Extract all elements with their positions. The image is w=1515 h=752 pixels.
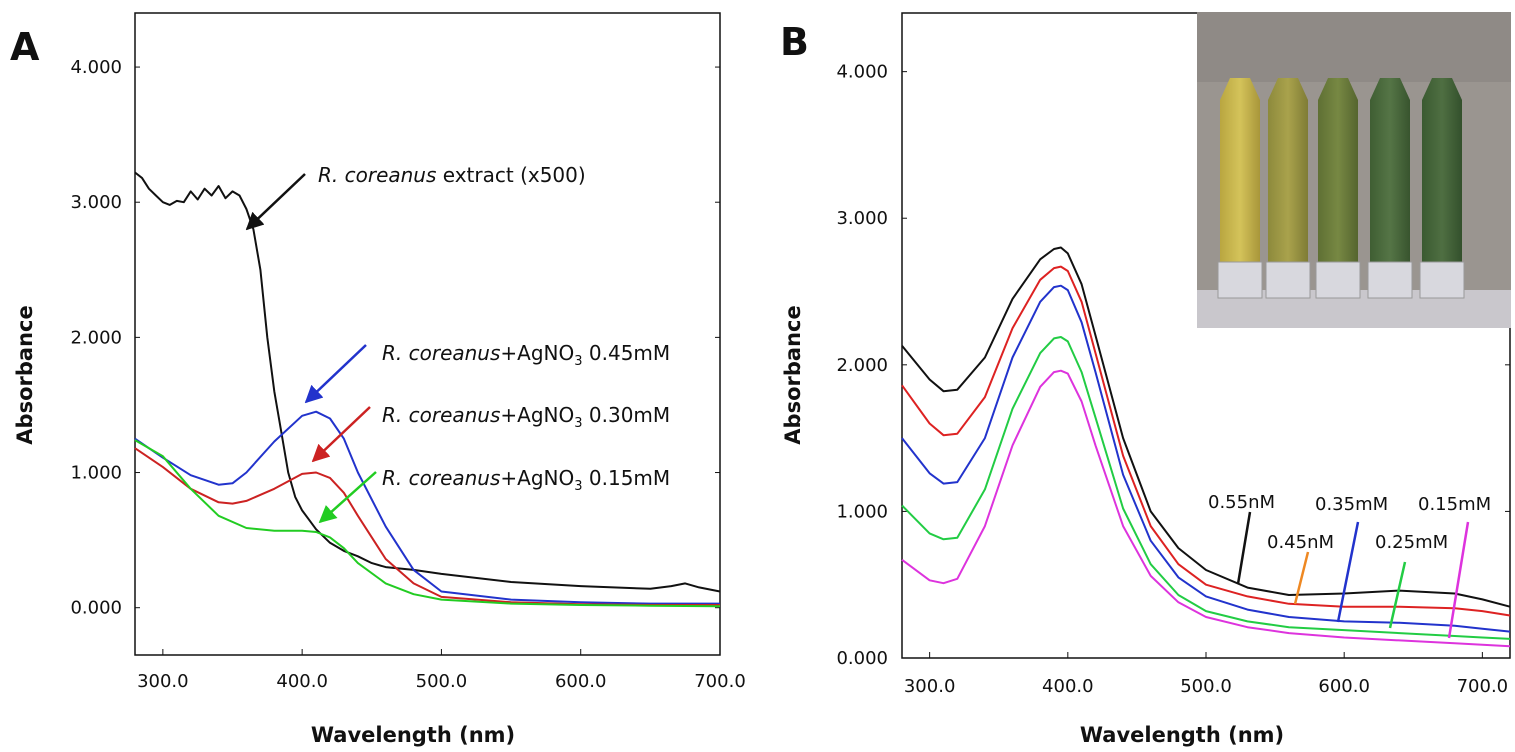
series-line-b-1 xyxy=(901,265,1511,617)
panel-a-letter: A xyxy=(10,25,40,69)
x-tick-label: 500.0 xyxy=(416,671,468,692)
panel-b-y-axis-title: Absorbance xyxy=(781,305,805,444)
legend-label-055: 0.55nM xyxy=(1208,492,1275,513)
y-tick-label: 2.000 xyxy=(836,355,888,376)
legend-label-035: 0.35mM xyxy=(1315,494,1388,515)
y-tick-label: 0.000 xyxy=(836,648,888,669)
y-tick-label: 2.000 xyxy=(70,327,122,348)
series-line-b-4 xyxy=(901,369,1511,648)
y-tick-label: 4.000 xyxy=(836,62,888,83)
ag045-label: R. coreanus+AgNO3 0.45mM xyxy=(382,341,670,369)
legend-line-045 xyxy=(1293,551,1310,605)
legend-label-025: 0.25mM xyxy=(1375,532,1448,553)
series-line-a-0 xyxy=(134,171,721,593)
ag015-arrow xyxy=(318,471,377,524)
ag030-arrow xyxy=(311,406,371,463)
panel-a-y-axis-title: Absorbance xyxy=(13,305,37,444)
x-tick-label: 300.0 xyxy=(904,676,956,697)
x-tick-label: 600.0 xyxy=(555,671,607,692)
legend-line-055 xyxy=(1236,511,1252,585)
y-tick-label: 1.000 xyxy=(70,463,122,484)
panel-b-x-axis-title: Wavelength (nm) xyxy=(1080,723,1284,747)
vials-inset-photo xyxy=(1197,12,1511,328)
y-tick-label: 4.000 xyxy=(70,57,122,78)
x-tick-label: 400.0 xyxy=(276,671,328,692)
series-line-a-3 xyxy=(134,439,721,608)
x-tick-label: 700.0 xyxy=(1457,676,1509,697)
series-line-b-0 xyxy=(901,246,1511,608)
panel-a: A 0.000 1.000 2.000 3.000 4.000 300.0 400.0 50… xyxy=(10,12,746,747)
legend-line-025 xyxy=(1388,561,1407,629)
y-tick-label: 3.000 xyxy=(70,192,122,213)
extract-arrow xyxy=(245,173,306,231)
ag015-label: R. coreanus+AgNO3 0.15mM xyxy=(382,466,670,494)
x-tick-label: 500.0 xyxy=(1180,676,1232,697)
legend-line-035 xyxy=(1336,521,1360,623)
series-line-a-1 xyxy=(134,410,720,605)
y-tick-label: 3.000 xyxy=(836,208,888,229)
y-tick-label: 1.000 xyxy=(836,501,888,522)
series-line-a-2 xyxy=(134,447,720,606)
panel-a-plot-frame xyxy=(134,12,721,656)
panel-a-x-axis-title: Wavelength (nm) xyxy=(311,723,515,747)
x-tick-label: 400.0 xyxy=(1042,676,1094,697)
series-line-b-3 xyxy=(901,336,1511,640)
x-tick-label: 700.0 xyxy=(694,671,746,692)
legend-label-015: 0.15mM xyxy=(1418,494,1491,515)
legend-line-015 xyxy=(1447,521,1470,639)
legend-label-045: 0.45nM xyxy=(1267,532,1334,553)
series-line-b-2 xyxy=(901,284,1511,633)
ag045-arrow xyxy=(304,344,367,404)
extract-label: R. coreanus extract (x500) xyxy=(318,163,586,187)
y-tick-label: 0.000 xyxy=(70,598,122,619)
ag030-label: R. coreanus+AgNO3 0.30mM xyxy=(382,403,670,431)
panel-b-letter: B xyxy=(780,20,809,64)
panel-b: B 0.000 1.000 2.000 3.000 4.000 300.0 400.0 50… xyxy=(780,12,1511,747)
x-tick-label: 600.0 xyxy=(1318,676,1370,697)
x-tick-label: 300.0 xyxy=(137,671,189,692)
